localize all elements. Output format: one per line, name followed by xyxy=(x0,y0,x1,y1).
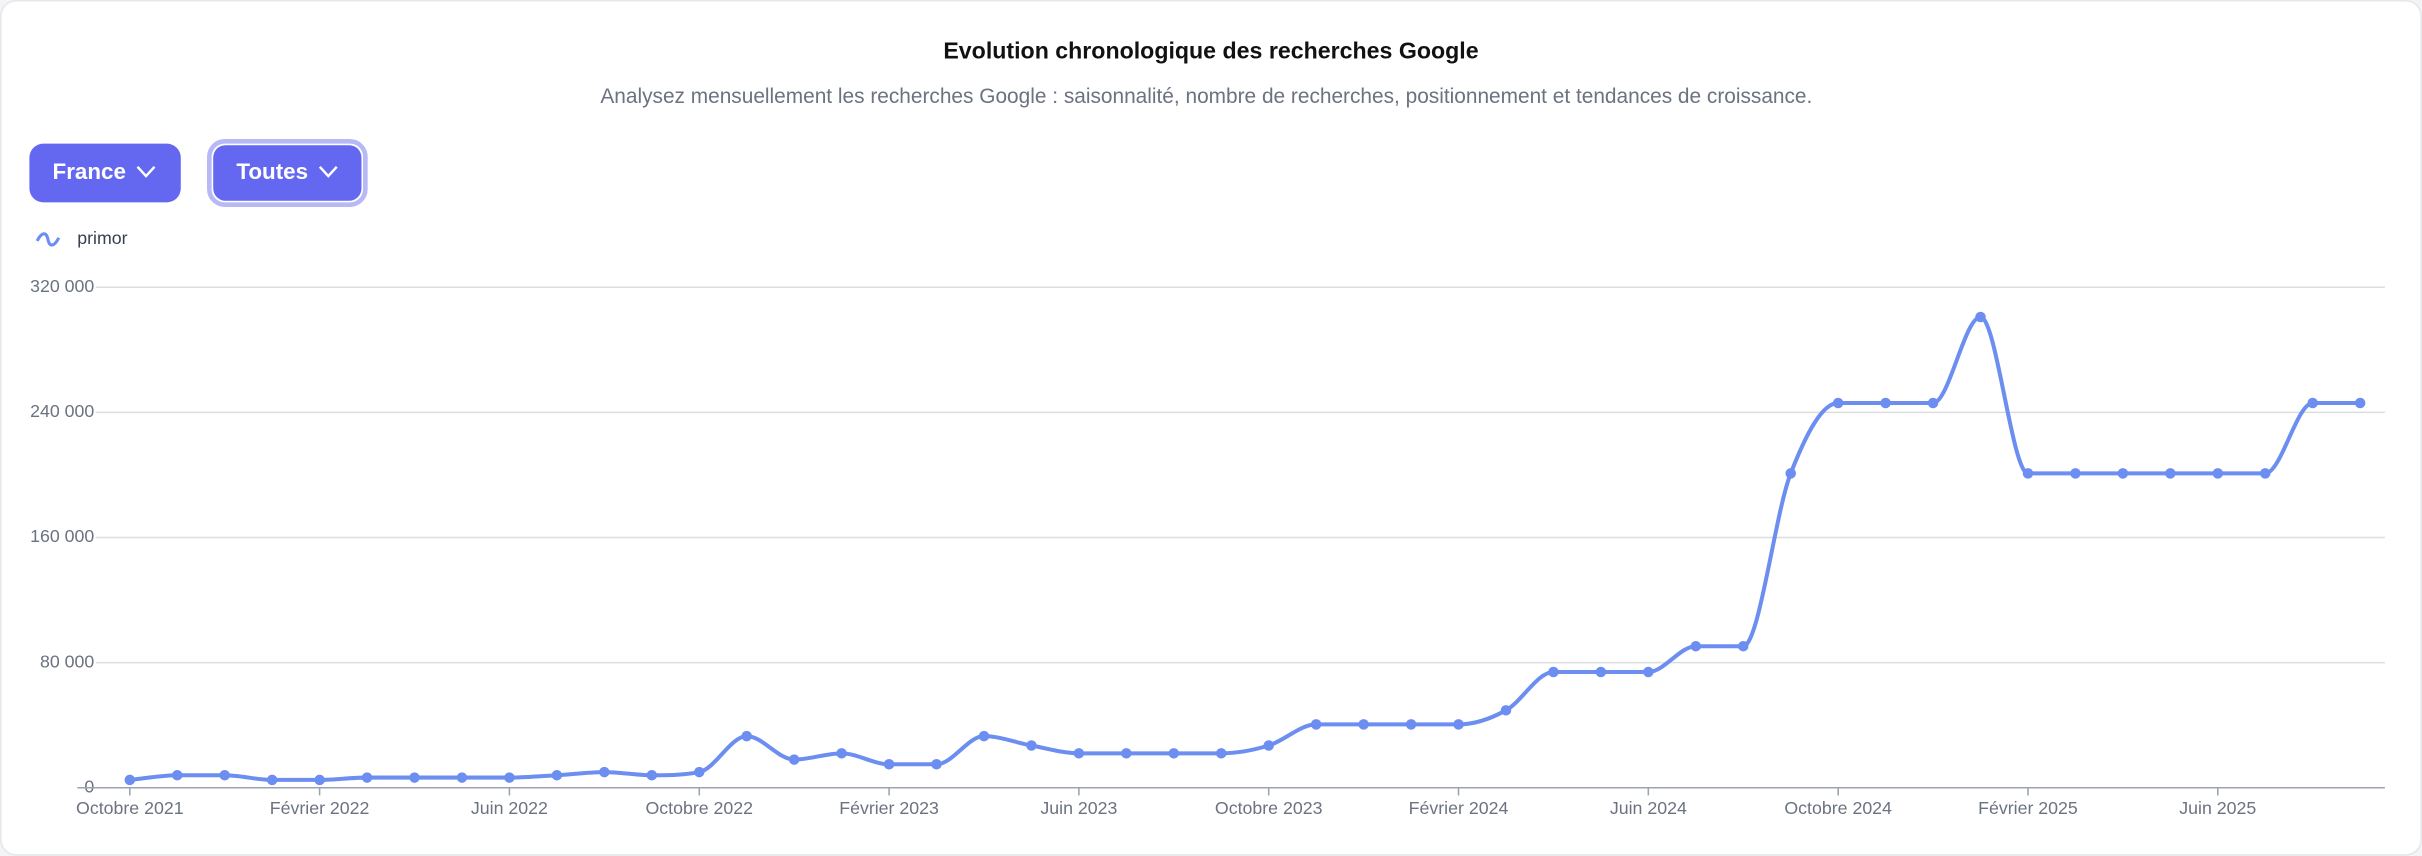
point xyxy=(1548,666,1559,678)
point xyxy=(788,754,800,765)
line xyxy=(129,314,2361,782)
point xyxy=(219,769,230,781)
point xyxy=(599,766,610,778)
point xyxy=(1073,748,1085,759)
point xyxy=(836,748,847,759)
point xyxy=(456,772,468,783)
point xyxy=(551,769,563,781)
x-tick-label: Juin 2024 xyxy=(1610,798,1687,818)
point xyxy=(504,772,515,783)
point xyxy=(1927,397,1939,409)
point xyxy=(1690,640,1702,652)
point xyxy=(2259,468,2271,479)
point xyxy=(646,769,658,781)
x-tick-label: Février 2024 xyxy=(1409,798,1509,818)
point xyxy=(409,772,420,783)
point xyxy=(361,772,373,783)
point xyxy=(741,730,752,742)
button-bg[interactable] xyxy=(213,145,362,201)
x-tick-label: Octobre 2021 xyxy=(76,798,184,818)
legend-icon xyxy=(35,232,61,247)
point xyxy=(314,774,325,786)
x-tick-label: Février 2023 xyxy=(839,798,939,818)
point xyxy=(172,769,183,781)
x-tick-label: Février 2022 xyxy=(270,798,370,818)
x-tick-label: Juin 2022 xyxy=(471,798,548,818)
point xyxy=(1310,719,1322,730)
point xyxy=(2070,468,2081,479)
x-tick-label: Juin 2023 xyxy=(1040,798,1117,818)
x-tick-label: Octobre 2022 xyxy=(645,798,753,818)
point xyxy=(1216,748,1227,759)
chart-subtitle: Analysez mensuellement les recherches Go… xyxy=(600,85,1812,108)
point xyxy=(2307,397,2318,409)
country-button[interactable]: France xyxy=(29,143,181,203)
point xyxy=(1168,748,1180,759)
point xyxy=(694,766,705,778)
y-tick-label: 240 000 xyxy=(30,401,94,421)
point xyxy=(1880,397,1891,409)
x-tick-label: Juin 2025 xyxy=(2179,798,2256,818)
chevron xyxy=(136,165,156,178)
focus-ring xyxy=(207,139,368,207)
point xyxy=(1595,666,1607,678)
point xyxy=(1263,740,1274,751)
button-label[interactable]: Toutes xyxy=(236,159,308,184)
point xyxy=(1405,719,1417,730)
point xyxy=(1975,311,1986,323)
chevron xyxy=(318,165,338,178)
y-tick-label: 80 000 xyxy=(40,651,94,671)
legend-label: primor xyxy=(77,228,127,248)
y-tick-label: 0 xyxy=(84,776,94,796)
point xyxy=(1832,397,1844,409)
x-tick-label: Février 2025 xyxy=(1978,798,2078,818)
x-tick-label: Octobre 2024 xyxy=(1784,798,1892,818)
button-label[interactable]: France xyxy=(53,159,126,184)
point xyxy=(931,759,942,770)
button-bg[interactable] xyxy=(29,143,181,203)
point xyxy=(978,730,990,742)
point xyxy=(266,774,278,786)
point xyxy=(2354,397,2366,409)
filter-button[interactable]: Toutes xyxy=(207,139,368,207)
point xyxy=(1785,468,1796,479)
chart-title: Evolution chronologique des recherches G… xyxy=(943,38,1478,64)
point xyxy=(124,774,136,786)
point xyxy=(1643,666,1654,678)
point xyxy=(1500,705,1512,716)
y-tick-label: 160 000 xyxy=(30,526,94,546)
point xyxy=(883,759,895,770)
point xyxy=(1453,719,1464,730)
point xyxy=(1358,719,1369,730)
point xyxy=(2212,468,2224,479)
y-tick-label: 320 000 xyxy=(30,276,94,296)
point xyxy=(1121,748,1132,759)
point xyxy=(2165,468,2176,479)
point xyxy=(2117,468,2129,479)
point xyxy=(1026,740,1037,751)
point xyxy=(2022,468,2034,479)
point xyxy=(1738,640,1749,652)
x-tick-label: Octobre 2023 xyxy=(1215,798,1323,818)
